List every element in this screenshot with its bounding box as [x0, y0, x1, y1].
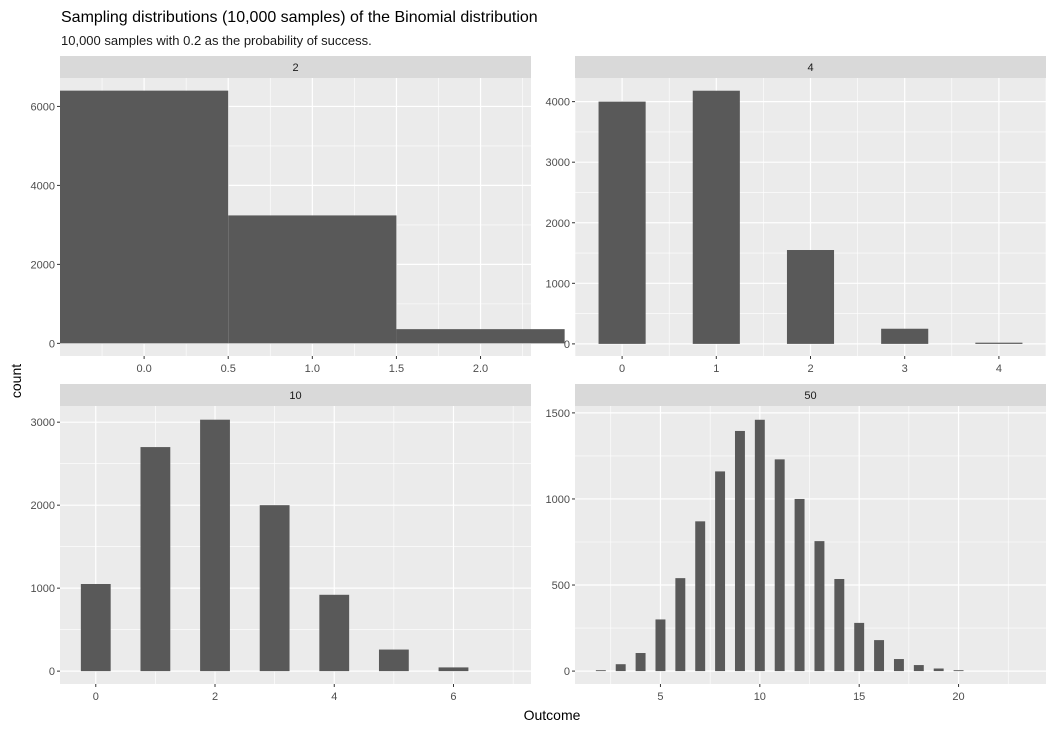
y-tick-label: 0 — [564, 666, 570, 678]
x-tick-label: 1.5 — [389, 363, 404, 375]
y-tick-label: 3000 — [546, 157, 570, 169]
bar-10-1 — [140, 447, 171, 672]
x-axis-title: Outcome — [524, 707, 581, 723]
facet-strip-label: 2 — [292, 62, 298, 74]
x-tick-label: 0 — [93, 691, 99, 703]
facet-strip-label: 10 — [289, 390, 301, 402]
y-tick-label: 2000 — [546, 218, 570, 230]
bar-10-2 — [200, 419, 230, 672]
chart-title: Sampling distributions (10,000 samples) … — [61, 9, 538, 26]
x-tick-label: 15 — [853, 691, 865, 703]
x-tick-label: 10 — [754, 691, 766, 703]
x-tick-label: 1 — [713, 363, 719, 375]
facet-strip-label: 50 — [804, 390, 816, 402]
x-tick-label: 3 — [902, 363, 908, 375]
facet-panel-10: 10 0 1000 2000 3000 0 2 4 6 — [31, 384, 531, 703]
bar-50-13 — [814, 541, 825, 672]
bar-4-2 — [786, 250, 835, 344]
bar-50-11 — [774, 459, 785, 672]
bar-50-20 — [953, 670, 964, 672]
bar-50-9 — [734, 430, 745, 672]
y-tick-label: 0 — [49, 666, 55, 678]
bar-50-10 — [754, 419, 765, 672]
bar-4-3 — [881, 328, 929, 344]
y-tick-label: 500 — [552, 580, 570, 592]
bar-50-3 — [615, 664, 626, 672]
x-tick-label: 2 — [807, 363, 813, 375]
bar-50-18 — [913, 665, 924, 672]
y-tick-label: 4000 — [546, 97, 570, 109]
bar-10-5 — [378, 649, 409, 672]
panel-background — [60, 406, 531, 684]
x-tick-label: 2.0 — [473, 363, 488, 375]
facet-strip — [60, 384, 531, 406]
x-tick-label: 6 — [450, 691, 456, 703]
y-tick-label: 0 — [49, 338, 55, 350]
bar-50-16 — [874, 640, 885, 672]
y-tick-label: 1500 — [546, 408, 570, 420]
y-tick-label: 1000 — [31, 583, 55, 595]
bar-50-12 — [794, 498, 805, 672]
x-tick-label: 2 — [212, 691, 218, 703]
facet-panel-2: 2 0 2000 4000 6000 0.0 0.5 1.0 1.5 2.0 — [31, 56, 565, 375]
bar-2-2 — [396, 329, 565, 344]
bar-50-6 — [675, 578, 686, 672]
bar-10-4 — [319, 594, 350, 672]
chart-subtitle: 10,000 samples with 0.2 as the probabili… — [61, 33, 372, 48]
y-axis-title: count — [8, 364, 24, 398]
y-tick-label: 1000 — [546, 278, 570, 290]
bar-50-8 — [715, 471, 726, 672]
x-tick-label: 0.5 — [221, 363, 236, 375]
y-tick-label: 0 — [564, 339, 570, 351]
bar-50-5 — [655, 619, 666, 672]
bar-50-19 — [933, 668, 944, 672]
facet-strip — [575, 56, 1046, 78]
bar-4-4 — [975, 342, 1023, 344]
x-tick-label: 5 — [657, 691, 663, 703]
x-tick-label: 4 — [331, 691, 337, 703]
bar-4-1 — [692, 90, 740, 344]
panel-background — [575, 406, 1046, 684]
bar-50-14 — [834, 578, 845, 672]
facet-strip — [575, 384, 1046, 406]
bar-50-4 — [635, 653, 646, 672]
y-tick-label: 3000 — [31, 417, 55, 429]
y-tick-label: 2000 — [31, 500, 55, 512]
x-tick-label: 0 — [619, 363, 625, 375]
x-tick-label: 1.0 — [305, 363, 320, 375]
bar-10-0 — [80, 584, 111, 672]
facet-panel-4: 4 0 1000 2000 3000 4000 0 1 2 3 4 — [546, 56, 1047, 375]
y-tick-label: 1000 — [546, 494, 570, 506]
bar-10-6 — [438, 667, 469, 672]
bar-50-2 — [595, 670, 606, 672]
bar-50-7 — [695, 521, 706, 672]
facet-strip-label: 4 — [807, 62, 813, 74]
bar-2-1 — [228, 215, 397, 344]
bar-2-0 — [60, 90, 229, 344]
bar-10-3 — [259, 505, 290, 672]
y-tick-label: 4000 — [31, 180, 55, 192]
bar-50-15 — [854, 622, 865, 672]
y-tick-label: 6000 — [31, 101, 55, 113]
bar-50-17 — [893, 659, 904, 672]
x-tick-label: 20 — [952, 691, 964, 703]
x-tick-label: 0.0 — [136, 363, 151, 375]
x-tick-label: 4 — [996, 363, 1002, 375]
bar-4-0 — [598, 101, 646, 344]
y-tick-label: 2000 — [31, 259, 55, 271]
facet-strip — [60, 56, 531, 78]
